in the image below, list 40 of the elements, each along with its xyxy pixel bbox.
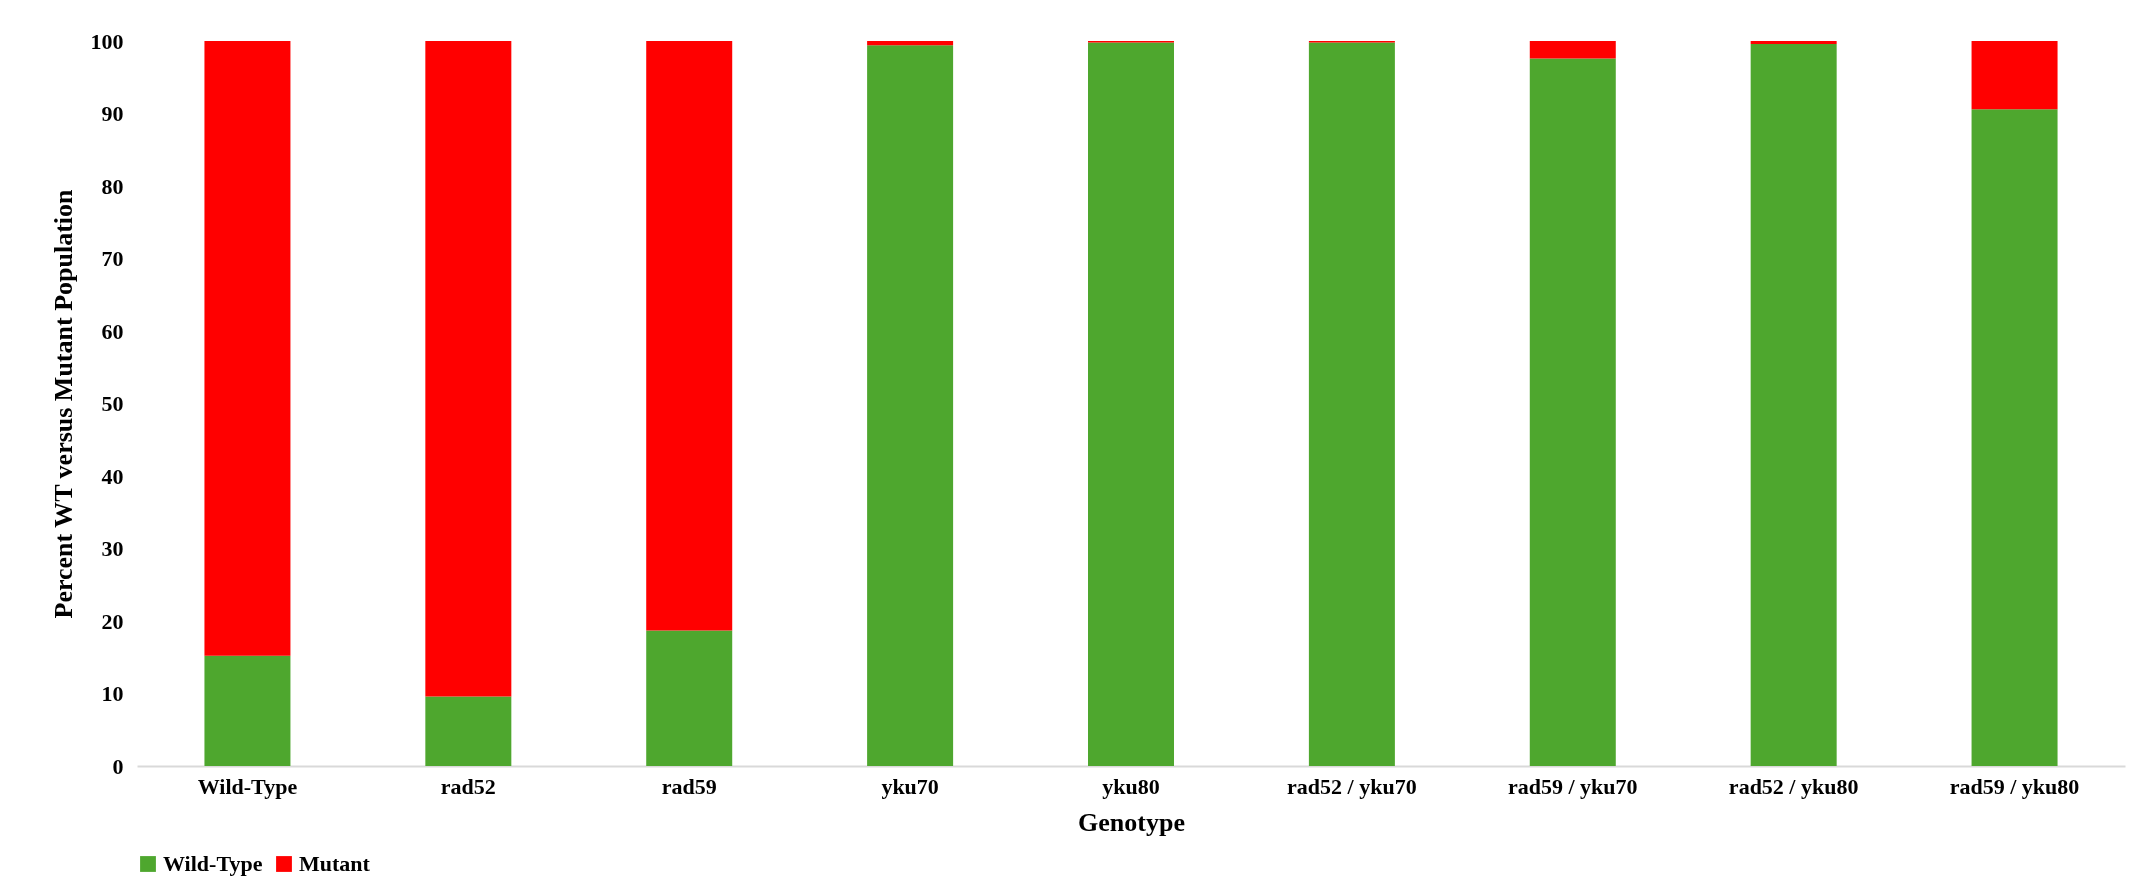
x-tick-label: rad52 — [440, 773, 496, 799]
y-tick-label: 50 — [101, 391, 124, 416]
bar — [425, 41, 512, 697]
y-tick-label: 40 — [101, 463, 124, 489]
y-tick-label: 60 — [101, 318, 124, 344]
bar — [1750, 41, 1837, 44]
y-tick-label: 100 — [90, 28, 124, 54]
bar — [867, 45, 954, 766]
bar — [646, 41, 733, 631]
y-tick-label: 90 — [101, 101, 124, 126]
x-tick-label: rad59 — [661, 773, 717, 799]
y-tick-label: 70 — [101, 246, 124, 271]
x-tick-label: yku70 — [881, 773, 939, 799]
bar — [646, 630, 733, 766]
bar — [1529, 58, 1616, 766]
bar — [1971, 41, 2058, 110]
x-tick-label: yku80 — [1102, 773, 1160, 799]
bar — [1750, 43, 1837, 766]
x-tick-label: Wild-Type — [197, 773, 298, 799]
y-axis-title: Percent WT versus Mutant Population — [48, 188, 78, 619]
bar — [1971, 109, 2058, 766]
bar — [1308, 42, 1395, 766]
bar — [204, 655, 291, 766]
bar — [867, 41, 954, 46]
x-axis-title: Genotype — [1078, 807, 1185, 837]
y-tick-label: 0 — [112, 753, 124, 779]
bar — [204, 41, 291, 656]
y-tick-label: 20 — [101, 608, 124, 634]
bar — [1529, 41, 1616, 59]
bar — [1088, 42, 1174, 766]
y-tick-label: 80 — [101, 173, 124, 199]
bar — [425, 696, 512, 766]
legend-label: Mutant — [299, 851, 371, 876]
x-tick-label: rad59 / yku80 — [1949, 773, 2080, 799]
x-tick-label: rad52 / yku70 — [1287, 773, 1417, 799]
y-tick-label: 30 — [101, 536, 124, 561]
legend-label: Wild-Type — [163, 851, 263, 876]
x-tick-label: rad59 / yku70 — [1507, 773, 1638, 799]
y-tick-label: 10 — [101, 681, 124, 706]
x-tick-label: rad52 / yku80 — [1728, 773, 1859, 799]
